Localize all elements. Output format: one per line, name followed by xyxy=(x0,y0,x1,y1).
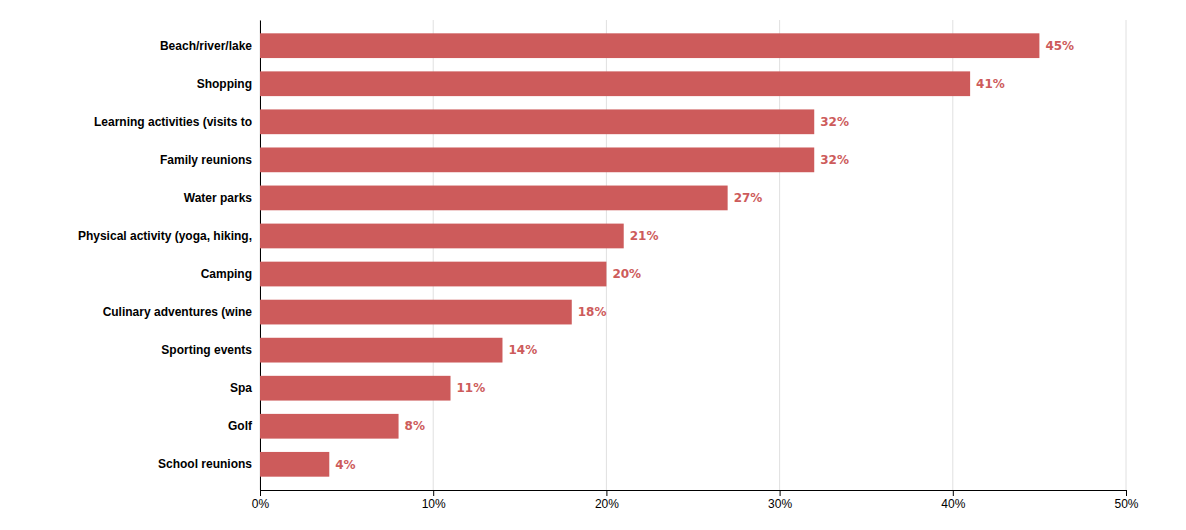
y-tick-label: Shopping xyxy=(197,77,252,91)
y-tick: Camping xyxy=(201,267,260,281)
y-tick: Water parks xyxy=(184,191,260,205)
x-tick: 40% xyxy=(941,490,965,511)
x-tick-mark xyxy=(433,490,434,496)
x-tick-mark xyxy=(260,490,261,496)
y-tick-label: Camping xyxy=(201,267,252,281)
data-label: 20% xyxy=(612,267,641,281)
x-tick: 50% xyxy=(1114,490,1138,511)
bar xyxy=(260,224,624,249)
x-tick-label: 10% xyxy=(422,497,446,511)
y-tick: Learning activities (visits to xyxy=(94,115,260,129)
x-tick: 20% xyxy=(595,490,619,511)
bar xyxy=(260,262,606,287)
y-tick-label: Sporting events xyxy=(161,343,252,357)
data-label: 32% xyxy=(820,153,849,167)
y-tick: Physical activity (yoga, hiking, xyxy=(78,229,260,243)
data-label: 11% xyxy=(457,381,486,395)
bar xyxy=(260,338,502,363)
y-tick: Shopping xyxy=(197,77,260,91)
x-tick-label: 50% xyxy=(1114,497,1138,511)
bars xyxy=(260,33,1039,476)
data-label: 21% xyxy=(630,229,659,243)
y-tick: School reunions xyxy=(158,457,260,471)
y-tick: Sporting events xyxy=(161,343,260,357)
y-tick: Golf xyxy=(228,419,260,433)
x-axis: 0% 10% 20% 30% 40% 50% xyxy=(252,490,1139,511)
x-tick-label: 30% xyxy=(768,497,792,511)
y-tick-label: Culinary adventures (wine xyxy=(103,305,253,319)
y-tick-label: Spa xyxy=(230,381,252,395)
y-tick-label: Physical activity (yoga, hiking, xyxy=(78,229,252,243)
y-tick-label: School reunions xyxy=(158,457,252,471)
y-tick-label: Family reunions xyxy=(160,153,252,167)
data-label: 14% xyxy=(508,343,537,357)
y-axis: Beach/river/lake Shopping Learning activit… xyxy=(78,21,261,491)
data-label: 41% xyxy=(976,77,1005,91)
y-tick-label: Beach/river/lake xyxy=(160,39,252,53)
grid xyxy=(260,20,1126,490)
x-tick-mark xyxy=(780,490,781,496)
data-label: 4% xyxy=(335,458,355,472)
y-tick-label: Golf xyxy=(228,419,253,433)
x-tick-label: 20% xyxy=(595,497,619,511)
bar xyxy=(260,186,728,211)
data-label: 27% xyxy=(734,191,763,205)
y-tick: Beach/river/lake xyxy=(160,39,260,53)
bar xyxy=(260,109,814,134)
x-tick: 0% xyxy=(252,490,270,511)
y-tick-label: Learning activities (visits to xyxy=(94,115,252,129)
x-tick-label: 0% xyxy=(252,497,270,511)
x-tick-mark xyxy=(606,490,607,496)
data-label: 8% xyxy=(405,419,425,433)
bar xyxy=(260,71,970,96)
x-axis-line xyxy=(261,491,1127,497)
bar xyxy=(260,414,399,439)
data-labels: 45% 41% 32% 32% 27% 21% 20% 18% 14% 11% 8% 4% xyxy=(335,39,1074,472)
x-tick-mark xyxy=(953,490,954,496)
bar xyxy=(260,376,451,401)
bar xyxy=(260,300,572,325)
x-tick: 30% xyxy=(768,490,792,511)
bar xyxy=(260,33,1039,58)
data-label: 32% xyxy=(820,115,849,129)
bar xyxy=(260,452,329,477)
y-tick-label: Water parks xyxy=(184,191,253,205)
chart-container: 0% 10% 20% 30% 40% 50% Beach/river/lake Shoppin… xyxy=(0,0,1186,530)
x-tick-label: 40% xyxy=(941,497,965,511)
plot-area: 0% 10% 20% 30% 40% 50% Beach/river/lake Shoppin… xyxy=(78,20,1139,511)
data-label: 18% xyxy=(578,305,607,319)
grid-line xyxy=(1126,20,1127,490)
x-tick-mark xyxy=(1126,490,1127,496)
x-tick: 10% xyxy=(422,490,446,511)
bar xyxy=(260,147,814,172)
data-label: 45% xyxy=(1045,39,1074,53)
chart-svg: 0% 10% 20% 30% 40% 50% Beach/river/lake Shoppin… xyxy=(0,0,1186,530)
y-tick: Spa xyxy=(230,381,260,395)
y-tick: Culinary adventures (wine xyxy=(103,305,260,319)
y-tick: Family reunions xyxy=(160,153,260,167)
